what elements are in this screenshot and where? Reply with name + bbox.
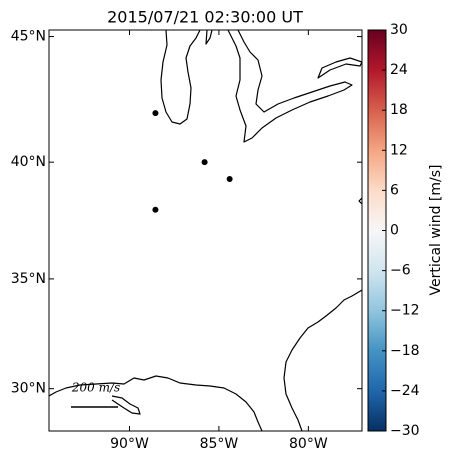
colorbar-tick-label: −12: [390, 303, 420, 319]
colorbar-tick-label: 6: [390, 182, 399, 198]
station-point: [201, 159, 208, 166]
y-tick-label: 40°N: [11, 154, 46, 170]
station-point: [152, 110, 159, 117]
scale-label: 200 m/s: [71, 381, 120, 395]
colorbar-tick-label: 30: [390, 22, 408, 38]
map-frame: [48, 29, 363, 432]
colorbar-tick-label: 24: [390, 62, 408, 78]
colorbar-tick-label: 12: [390, 142, 408, 158]
colorbar-tick-label: −6: [390, 263, 411, 279]
y-tick-label: 35°N: [11, 271, 46, 287]
y-tick-label: 30°N: [11, 381, 46, 397]
y-tick-label: 45°N: [11, 29, 46, 45]
chart-title: 2015/07/21 02:30:00 UT: [107, 8, 303, 27]
x-tick-label: 85°W: [200, 436, 239, 452]
x-tick-label: 80°W: [289, 436, 328, 452]
colorbar-tick-label: −24: [390, 383, 420, 399]
colorbar-tick-label: −30: [390, 423, 420, 439]
coastlines: [49, 30, 362, 431]
colorbar-tick-label: −18: [390, 343, 420, 359]
x-tick-label: 90°W: [110, 436, 149, 452]
colorbar-tick-label: 0: [390, 223, 399, 239]
colorbar-tick-label: 18: [390, 102, 408, 118]
station-point: [226, 176, 233, 183]
colorbar-label: Vertical wind [m/s]: [428, 165, 444, 296]
station-point: [152, 206, 159, 213]
